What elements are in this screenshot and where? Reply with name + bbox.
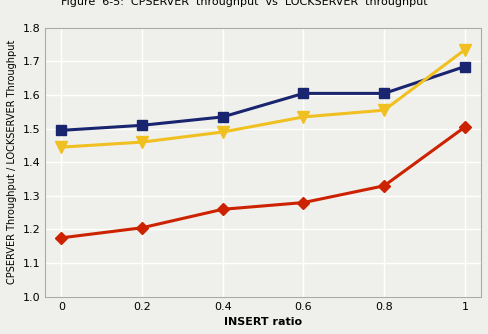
Y-axis label: CPSERVER Throughput / LOCKSERVER Throughput: CPSERVER Throughput / LOCKSERVER Through… [7, 40, 17, 285]
Text: Figure  6-5:  CPSERVER  throughput  vs  LOCKSERVER  throughput: Figure 6-5: CPSERVER throughput vs LOCKS… [61, 0, 427, 7]
X-axis label: INSERT ratio: INSERT ratio [224, 317, 302, 327]
